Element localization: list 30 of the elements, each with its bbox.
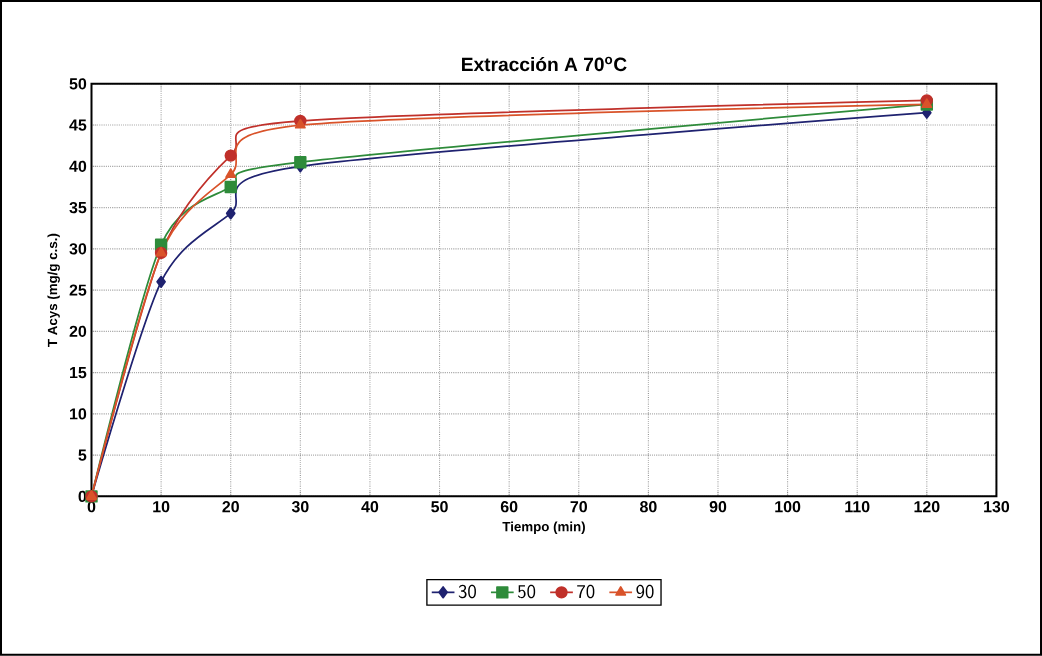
chart-title: Extracción A 70$^{o}$C <box>462 56 627 72</box>
legend-label: 30 <box>458 584 476 599</box>
y-tick-label: 40 <box>69 160 87 173</box>
x-axis-title: Tiempo (min) <box>502 521 585 535</box>
y-tick-label: 10 <box>70 408 87 420</box>
x-tick-label: 130 <box>984 501 1010 513</box>
x-tick-label: 110 <box>845 501 870 513</box>
x-tick-label: 90 <box>709 501 727 513</box>
y-axis-title: T Acys (mg/g c.s.) <box>47 233 60 348</box>
y-tick-label: 50 <box>69 78 87 90</box>
x-tick-label: 50 <box>431 501 448 513</box>
x-tick-label: 100 <box>775 501 801 513</box>
legend-label: 70 <box>577 584 595 599</box>
y-tick-label: 20 <box>69 325 87 338</box>
legend-label: 50 <box>517 584 536 599</box>
y-tick-label: 45 <box>69 119 87 131</box>
y-tick-label: 25 <box>69 284 87 296</box>
x-tick-label: 80 <box>640 501 657 513</box>
x-tick-label: 40 <box>361 501 379 513</box>
x-tick-label: 10 <box>153 501 170 513</box>
x-tick-label: 70 <box>570 501 587 513</box>
y-tick-label: 15 <box>70 367 87 379</box>
x-tick-label: 30 <box>291 501 309 513</box>
x-tick-label: 20 <box>222 501 239 513</box>
x-tick-label: 120 <box>914 501 940 513</box>
y-tick-label: 35 <box>69 202 87 214</box>
x-tick-label: 60 <box>500 501 518 513</box>
y-tick-label: 30 <box>69 243 87 255</box>
legend-label: 90 <box>636 584 654 599</box>
y-tick-label: 5 <box>78 449 87 461</box>
